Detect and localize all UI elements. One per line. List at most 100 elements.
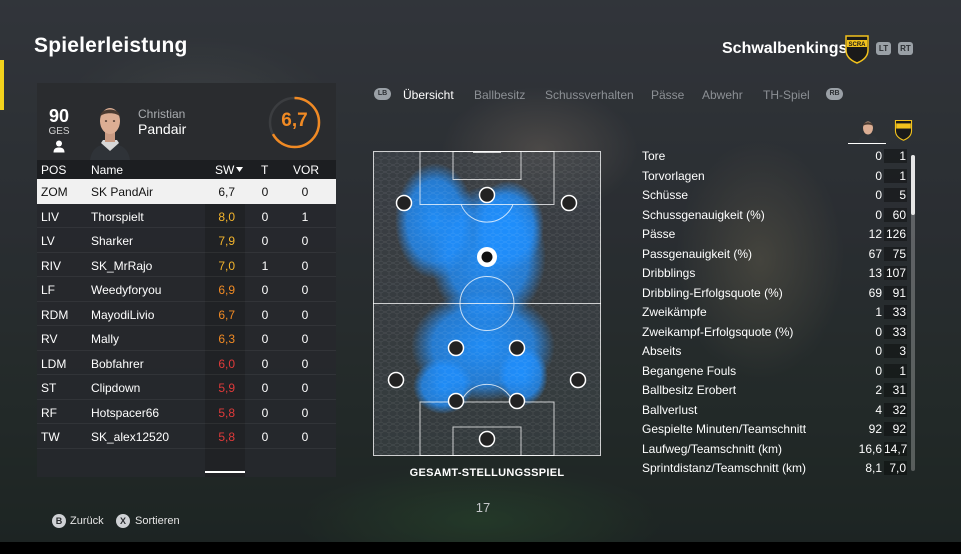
stats-scrollbar-thumb[interactable] (911, 155, 915, 215)
row-player-name: SK_MrRajo (91, 258, 153, 273)
stats-scrollbar[interactable] (911, 155, 915, 471)
row-rating: 5,8 (218, 430, 235, 444)
overall-rating: 90 (48, 106, 70, 126)
left-accent-bar (0, 60, 4, 110)
stat-row: Zweikämpfe 1 33 (640, 302, 908, 322)
stat-label: Gespielte Minuten/Teamschnitt (642, 422, 807, 436)
heatmap-caption: GESAMT-STELLUNGSSPIEL (409, 467, 565, 479)
table-row[interactable]: LV Sharker 7,9 0 0 (37, 228, 336, 253)
table-row[interactable]: ZOM SK PandAir 6,7 0 0 (37, 179, 336, 204)
row-rating: 5,9 (218, 381, 235, 395)
header-pos[interactable]: POS (41, 163, 67, 177)
row-position: LIV (41, 209, 60, 224)
stat-row: Dribblings 13 107 (640, 263, 908, 283)
row-assists: 0 (301, 332, 309, 346)
player-last-name: Pandair (138, 121, 187, 137)
row-position: RIV (41, 258, 62, 273)
player-portrait-icon (90, 108, 130, 160)
sort-button-icon[interactable]: X (116, 514, 130, 528)
tab-6[interactable]: TH-Spiel (763, 88, 810, 102)
stat-row: Gespielte Minuten/Teamschnitt 92 92 (640, 419, 908, 439)
position-marker (478, 430, 496, 448)
row-goals: 0 (261, 381, 269, 395)
stat-player-value: 4 (875, 402, 882, 417)
lb-button[interactable]: LB (374, 88, 391, 100)
row-assists: 1 (301, 209, 309, 224)
stat-player-value: 0 (875, 168, 882, 183)
row-position: LF (41, 283, 56, 297)
table-row[interactable]: RV Mally 6,3 0 0 (37, 326, 336, 351)
rt-button[interactable]: RT (898, 42, 913, 55)
table-row[interactable]: RDM MayodiLivio 6,7 0 0 (37, 302, 336, 326)
tab-4[interactable]: Pässe (651, 88, 685, 102)
stat-row: Ballbesitz Erobert 2 31 (640, 380, 908, 400)
table-row[interactable]: ST Clipdown 5,9 0 0 (37, 375, 336, 400)
stat-team-value: 60 (884, 207, 907, 222)
player-avatar-icon (858, 121, 878, 143)
stat-row: Schüsse 0 5 (640, 185, 908, 205)
row-rating: 6,7 (218, 307, 235, 322)
back-button-label[interactable]: Zurück (70, 515, 104, 527)
stat-row: Abseits 0 3 (640, 341, 908, 361)
lt-button[interactable]: LT (876, 42, 891, 55)
pitch-lines (373, 151, 601, 456)
row-rating: 8,0 (218, 209, 235, 224)
row-player-name: MayodiLivio (91, 307, 155, 322)
row-player-name: Weedyforyou (91, 283, 162, 297)
stat-row: Ballverlust 4 32 (640, 400, 908, 420)
stat-label: Begangene Fouls (642, 363, 737, 378)
row-goals: 0 (261, 332, 269, 346)
stat-team-value: 14,7 (884, 441, 908, 456)
row-assists: 0 (301, 430, 309, 444)
sort-down-icon (236, 167, 243, 172)
stat-team-value: 3 (884, 344, 907, 358)
header-t[interactable]: T (261, 163, 269, 177)
table-row[interactable]: RIV SK_MrRajo 7,0 1 0 (37, 253, 336, 277)
table-row[interactable]: LIV Thorspielt 8,0 0 1 (37, 204, 336, 228)
sort-underline (205, 471, 245, 473)
stat-row: Passgenauigkeit (%) 67 75 (640, 244, 908, 264)
page-title: Spielerleistung (34, 34, 188, 57)
stat-team-value: 7,0 (884, 461, 907, 475)
row-assists: 0 (301, 185, 309, 199)
row-rating: 7,0 (218, 258, 235, 273)
player-positions (387, 186, 587, 448)
person-icon (53, 140, 65, 153)
row-assists: 0 (301, 234, 309, 248)
header-vor[interactable]: VOR (293, 163, 320, 177)
stat-label: Pässe (642, 227, 676, 241)
sort-column-highlight (205, 160, 245, 477)
stat-player-value: 13 (868, 266, 882, 280)
stat-player-value: 1 (875, 305, 882, 319)
table-row[interactable]: TW SK_alex12520 5,8 0 0 (37, 424, 336, 449)
header-sw[interactable]: SW (215, 163, 235, 177)
stat-team-value: 92 (884, 422, 907, 436)
row-player-name: Clipdown (91, 381, 141, 395)
table-row[interactable]: LF Weedyforyou 6,9 0 0 (37, 277, 336, 302)
stat-player-value: 0 (875, 188, 882, 202)
stat-row: Laufweg/Teamschnitt (km) 16,6 14,7 (640, 439, 908, 459)
page-number: 17 (475, 500, 491, 515)
stat-player-value: 0 (875, 324, 882, 339)
position-marker (447, 339, 465, 357)
rb-button[interactable]: RB (826, 88, 843, 100)
stat-player-value: 67 (868, 246, 882, 261)
tab-3[interactable]: Schussverhalten (545, 88, 634, 102)
header-name[interactable]: Name (91, 163, 124, 177)
stat-row: Pässe 12 126 (640, 224, 908, 244)
sort-button-label[interactable]: Sortieren (135, 515, 180, 527)
table-row[interactable]: LDM Bobfahrer 6,0 0 0 (37, 351, 336, 375)
table-row[interactable]: RF Hotspacer66 5,8 0 0 (37, 400, 336, 424)
tab-2[interactable]: Ballbesitz (474, 88, 526, 102)
row-position: ST (41, 381, 57, 395)
overall-rating-label: GES (48, 126, 70, 137)
back-button-icon[interactable]: B (52, 514, 66, 528)
row-player-name: SK PandAir (91, 185, 154, 199)
tab-5[interactable]: Abwehr (702, 88, 743, 102)
stat-label: Schüsse (642, 188, 689, 202)
row-player-name: Thorspielt (91, 209, 144, 224)
row-position: TW (41, 430, 60, 444)
row-position: LV (41, 234, 55, 248)
tab-1[interactable]: Übersicht (403, 88, 454, 102)
stat-player-value: 2 (875, 383, 882, 397)
